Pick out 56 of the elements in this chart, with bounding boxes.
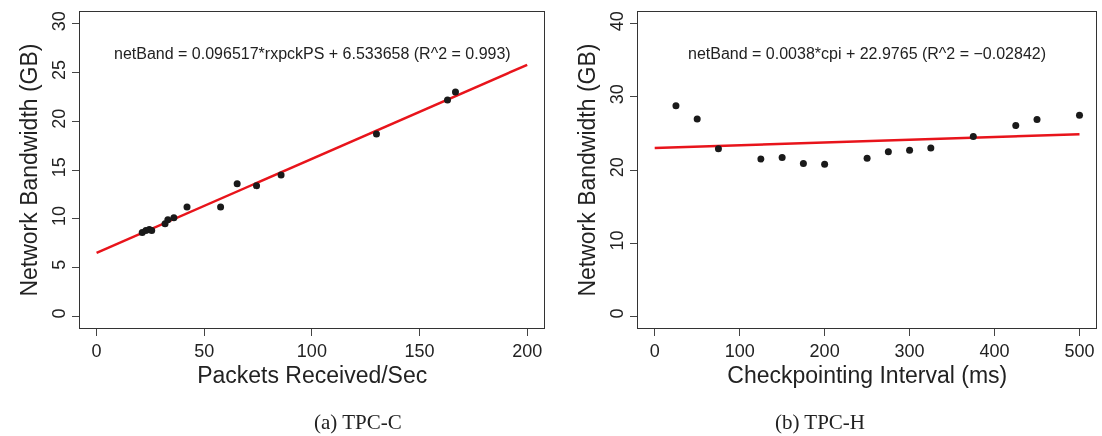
y-tick-label: 0: [606, 308, 627, 319]
point: [183, 203, 191, 211]
y-tick-label: 15: [48, 157, 69, 178]
point: [672, 102, 680, 110]
point: [253, 182, 261, 190]
y-tick-label: 25: [48, 59, 69, 80]
point: [164, 216, 172, 224]
x-tick-label: 300: [894, 341, 925, 362]
x-tick-label: 200: [512, 341, 543, 362]
y-tick-label: 20: [606, 157, 627, 178]
y-tick-label: 40: [606, 11, 627, 32]
x-axis-title: Checkpointing Interval (ms): [727, 362, 1008, 389]
y-axis-title: Network Bandwidth (GB): [16, 43, 43, 297]
text: (a) TPC-C: [314, 410, 402, 434]
point: [451, 88, 459, 96]
point: [799, 159, 807, 167]
point: [884, 148, 892, 156]
point: [693, 115, 701, 123]
point: [714, 145, 722, 153]
point: [277, 171, 285, 179]
annotation: netBand = 0.0038*cpi + 22.9765 (R^2 = −0.02842): [688, 45, 1047, 62]
x-tick-label: 50: [194, 341, 215, 362]
point: [1076, 111, 1083, 119]
point: [1012, 121, 1020, 129]
x-axis-title: Packets Received/Sec: [197, 362, 428, 389]
y-tick-label: 10: [48, 206, 69, 227]
point: [863, 154, 871, 162]
point: [927, 144, 935, 152]
y-tick-label: 0: [48, 308, 69, 319]
x-tick-label: 200: [809, 341, 840, 362]
point: [821, 160, 829, 168]
y-tick-label: 5: [48, 259, 69, 270]
annotation: netBand = 0.096517*rxpckPS + 6.533658 (R^2 = 0.993): [114, 45, 511, 62]
x-tick-label: 100: [724, 341, 755, 362]
x-tick-label: 0: [91, 341, 102, 362]
y-tick-label: 30: [48, 11, 69, 32]
point: [757, 155, 765, 163]
point: [217, 203, 225, 211]
x-tick-label: 400: [979, 341, 1010, 362]
x-tick-label: 0: [649, 341, 660, 362]
point: [444, 96, 452, 104]
text: (b) TPC-H: [775, 410, 866, 434]
point: [778, 154, 786, 162]
x-tick-label: 150: [404, 341, 435, 362]
y-tick-label: 30: [606, 84, 627, 105]
y-axis-title: Network Bandwidth (GB): [574, 43, 601, 297]
point: [969, 132, 977, 140]
point: [906, 146, 914, 154]
point: [1033, 116, 1041, 124]
point: [372, 130, 380, 138]
x-tick-label: 500: [1064, 341, 1095, 362]
y-tick-label: 10: [606, 230, 627, 251]
x-tick-label: 100: [296, 341, 327, 362]
y-tick-label: 20: [48, 108, 69, 129]
point: [233, 180, 241, 188]
point: [170, 214, 178, 222]
